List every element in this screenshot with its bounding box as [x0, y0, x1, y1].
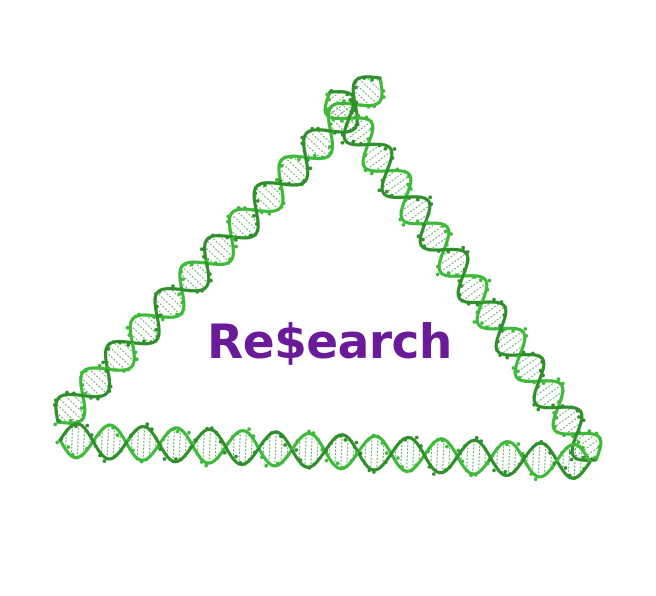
dna-helix-bottom: [55, 422, 592, 482]
dna-helix-right: [323, 89, 603, 462]
dna-helix-left: [52, 75, 386, 427]
research-wordmark: Re$earch: [207, 315, 452, 370]
